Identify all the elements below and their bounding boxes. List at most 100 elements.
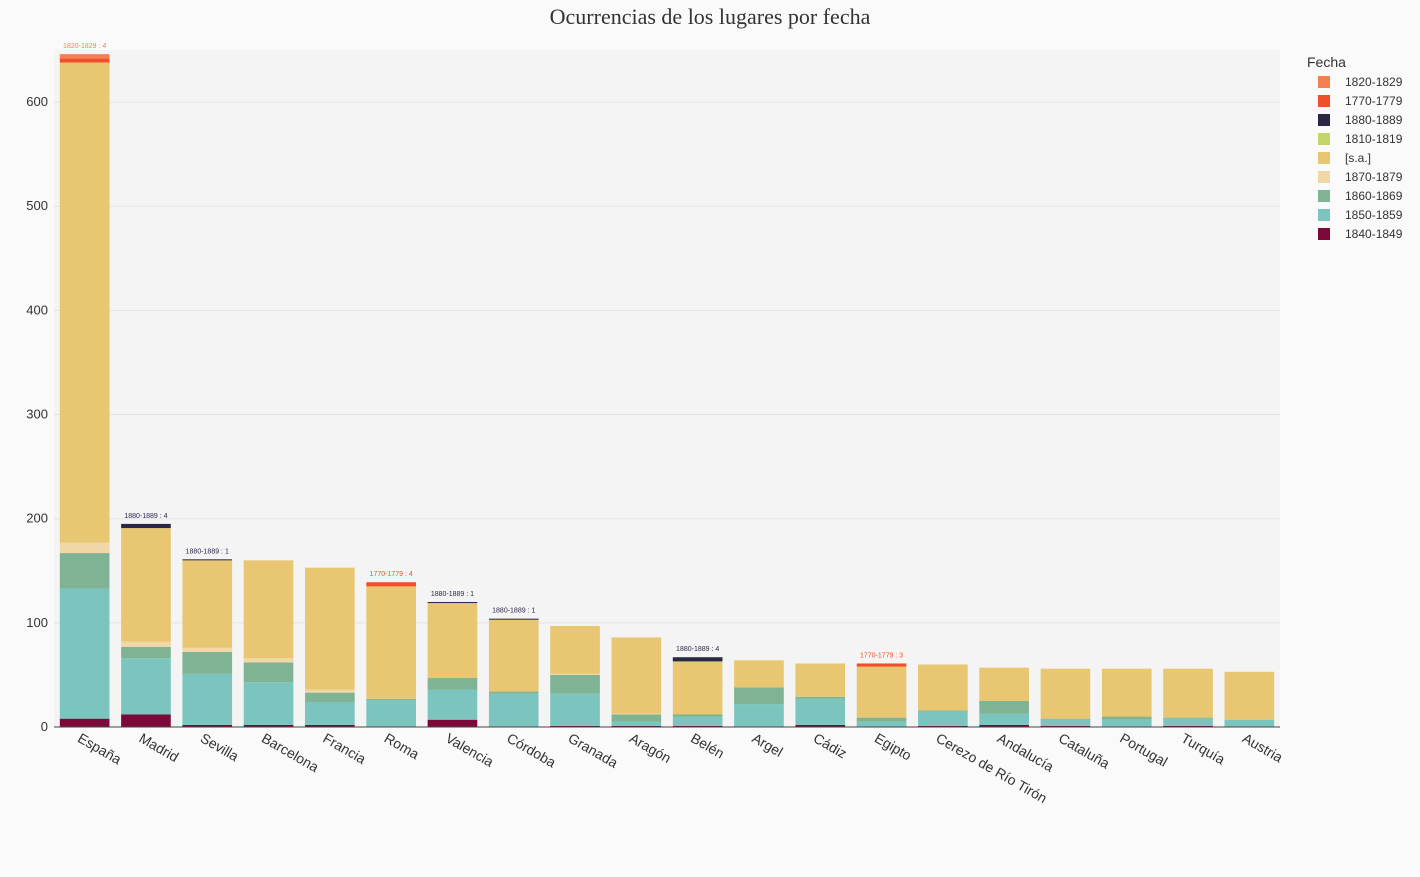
bar-segment: [795, 724, 846, 727]
bar-segment: [611, 725, 662, 727]
bar-segment: [305, 702, 355, 725]
bar-segment: [550, 725, 600, 727]
bar-segment: [1040, 718, 1091, 720]
bar-segment: [795, 698, 846, 725]
bar-segment: [1040, 719, 1091, 726]
bars: [59, 54, 1275, 727]
bar-segment: [243, 560, 294, 659]
bar-segment: [59, 588, 110, 719]
bar-segment: [1163, 717, 1213, 719]
bar-segment: [366, 582, 416, 587]
bar-segment: [672, 661, 723, 663]
bar-segment: [121, 641, 171, 647]
bar-segment: [305, 724, 355, 727]
bar-segment: [427, 602, 478, 604]
bar-segment: [979, 713, 1029, 725]
bar-segment: [1163, 718, 1213, 726]
legend-label: 1770-1779: [1345, 94, 1403, 108]
bar-segment: [59, 54, 110, 59]
x-tick-label: Aragón: [627, 730, 674, 766]
x-tick-label: Francia: [320, 730, 369, 767]
bar-segment: [672, 662, 723, 715]
bar-segment: [427, 719, 478, 727]
bar-segment: [305, 689, 355, 693]
bar-segment: [121, 714, 171, 727]
bar-segment: [182, 724, 233, 727]
bar-segment: [734, 660, 784, 688]
bar-segment: [59, 542, 110, 554]
x-tick-label: Belén: [688, 730, 727, 762]
x-tick-label: Austria: [1240, 730, 1286, 766]
legend-label: 1860-1869: [1345, 189, 1403, 203]
bar-segment: [918, 664, 968, 711]
bar-segment: [243, 724, 294, 727]
bar-segment: [488, 618, 539, 620]
x-tick-label: Madrid: [136, 730, 181, 765]
x-tick-label: Roma: [382, 730, 423, 763]
bar-segment: [856, 666, 907, 718]
bar-segment: [59, 553, 110, 589]
y-tick-label: 100: [26, 615, 48, 630]
bar-annotation: 1880-1889 : 4: [676, 646, 719, 653]
bar-segment: [488, 691, 539, 694]
bar-annotation: 1820-1829 : 4: [63, 43, 106, 50]
y-tick-label: 300: [26, 407, 48, 422]
legend-label: 1840-1849: [1345, 227, 1403, 241]
bar-segment: [734, 687, 784, 705]
legend-title: Fecha: [1307, 54, 1346, 70]
annotations: 1820-1829 : 4 1880-1889 : 4 1880-1889 : 1 1…: [63, 43, 903, 659]
x-tick-label: España: [75, 730, 124, 768]
bar-segment: [1101, 716, 1152, 720]
bar-segment: [182, 560, 233, 648]
legend-label: 1880-1889: [1345, 113, 1403, 127]
legend-swatch: [1318, 76, 1330, 88]
bar-segment: [427, 678, 478, 690]
x-tick-label: Cádiz: [811, 730, 850, 762]
bar-segment: [1040, 668, 1091, 719]
bar-segment: [1101, 719, 1152, 727]
bar-segment: [366, 586, 416, 699]
plot-background: [54, 50, 1280, 727]
legend-label: 1810-1819: [1345, 132, 1403, 146]
x-tick-label: Turquía: [1179, 730, 1229, 768]
bar-segment: [918, 711, 968, 726]
bar-segment: [243, 682, 294, 725]
bar-segment: [243, 658, 294, 663]
x-tick-label: Portugal: [1117, 730, 1170, 770]
bar-segment: [182, 652, 233, 674]
bar-segment: [1163, 668, 1213, 718]
bar-annotation: 1770-1779 : 3: [860, 652, 903, 659]
bar-segment: [427, 689, 478, 720]
bar-segment: [427, 603, 478, 679]
bar-segment: [243, 662, 294, 683]
bar-segment: [550, 673, 600, 675]
bar-segment: [121, 528, 171, 642]
bar-segment: [121, 646, 171, 659]
x-tick-label: Córdoba: [504, 730, 559, 771]
bar-annotation: 1880-1889 : 1: [186, 548, 229, 555]
x-tick-label: Egipto: [872, 730, 915, 764]
bar-annotation: 1880-1889 : 1: [492, 608, 535, 615]
legend-swatch: [1318, 209, 1330, 221]
bar-segment: [856, 721, 907, 727]
bar-segment: [856, 717, 907, 722]
legend-label: [s.a.]: [1345, 151, 1371, 165]
bar-segment: [672, 714, 723, 717]
y-tick-label: 600: [26, 94, 48, 109]
bar-segment: [918, 710, 968, 712]
y-tick-label: 0: [41, 719, 48, 734]
bar-segment: [672, 716, 723, 726]
bar-segment: [979, 724, 1029, 727]
bar-segment: [672, 657, 723, 662]
legend-swatch: [1318, 133, 1330, 145]
bar-annotation: 1770-1779 : 4: [370, 571, 413, 578]
x-tick-label: Valencia: [443, 730, 497, 770]
bar-annotation: 1880-1889 : 4: [124, 513, 167, 520]
y-tick-label: 400: [26, 302, 48, 317]
bar-segment: [1101, 668, 1152, 717]
bar-segment: [182, 647, 233, 653]
bar-segment: [1224, 719, 1275, 727]
bar-segment: [550, 693, 600, 726]
